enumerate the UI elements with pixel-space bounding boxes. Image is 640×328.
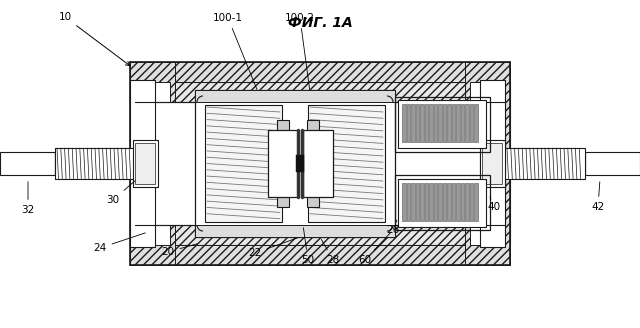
Bar [195, 225, 395, 237]
Bar [474, 183, 477, 221]
Bar [411, 104, 415, 142]
Text: 50: 50 [301, 228, 315, 265]
Bar [130, 82, 510, 245]
Bar [308, 105, 385, 222]
Bar [470, 183, 473, 221]
Text: 24: 24 [93, 233, 145, 253]
Bar [438, 183, 442, 221]
Text: ФИГ. 1А: ФИГ. 1А [287, 16, 353, 30]
Bar [482, 143, 502, 184]
Bar [395, 97, 490, 152]
Bar [505, 148, 585, 179]
Bar [415, 104, 419, 142]
Bar [55, 148, 135, 179]
Bar [420, 104, 424, 142]
Bar [442, 104, 446, 142]
Text: 60: 60 [358, 232, 391, 265]
Bar [585, 152, 640, 175]
Bar [474, 104, 477, 142]
Text: 100-2: 100-2 [285, 13, 315, 89]
Bar [406, 183, 410, 221]
Bar [442, 183, 446, 221]
Bar [461, 183, 464, 221]
Bar [303, 130, 333, 197]
Bar [135, 143, 155, 184]
Bar [429, 183, 433, 221]
Bar [135, 82, 170, 245]
Bar [433, 104, 437, 142]
Bar [0, 152, 55, 175]
Bar [456, 183, 460, 221]
Text: 32: 32 [21, 182, 35, 215]
Bar [402, 183, 406, 221]
Bar [406, 104, 410, 142]
Bar [451, 104, 455, 142]
Bar [296, 155, 304, 172]
Bar [470, 104, 473, 142]
Text: 100-1: 100-1 [213, 13, 257, 90]
Bar [456, 104, 460, 142]
Bar [438, 104, 442, 142]
Bar [133, 140, 158, 187]
Text: 26: 26 [387, 220, 399, 235]
Bar [424, 104, 428, 142]
Bar [130, 245, 510, 265]
Text: 20: 20 [161, 244, 197, 257]
Bar [470, 82, 505, 245]
Bar [195, 90, 395, 102]
Bar [480, 140, 505, 187]
Bar [307, 120, 319, 207]
Bar [411, 183, 415, 221]
Bar [461, 104, 464, 142]
Text: 42: 42 [591, 182, 605, 212]
Text: 40: 40 [488, 197, 500, 212]
Bar [398, 179, 486, 227]
Bar [395, 175, 490, 230]
Bar [433, 183, 437, 221]
Bar [465, 104, 468, 142]
Bar [420, 183, 424, 221]
Bar [277, 120, 289, 207]
Bar [195, 90, 395, 237]
Bar [268, 130, 298, 197]
Bar [447, 183, 451, 221]
Bar [135, 102, 505, 225]
Bar [465, 62, 510, 265]
Text: 10: 10 [58, 12, 130, 66]
Text: 30: 30 [106, 181, 135, 205]
Bar [398, 100, 486, 148]
Text: 22: 22 [248, 238, 298, 258]
Bar [480, 80, 505, 247]
Bar [130, 80, 155, 247]
Bar [130, 62, 175, 265]
Bar [447, 104, 451, 142]
Bar [465, 183, 468, 221]
Bar [429, 104, 433, 142]
Bar [424, 183, 428, 221]
Bar [451, 183, 455, 221]
Bar [402, 104, 406, 142]
Bar [130, 62, 510, 82]
Text: 28: 28 [321, 239, 340, 265]
Bar [205, 105, 282, 222]
Bar [415, 183, 419, 221]
